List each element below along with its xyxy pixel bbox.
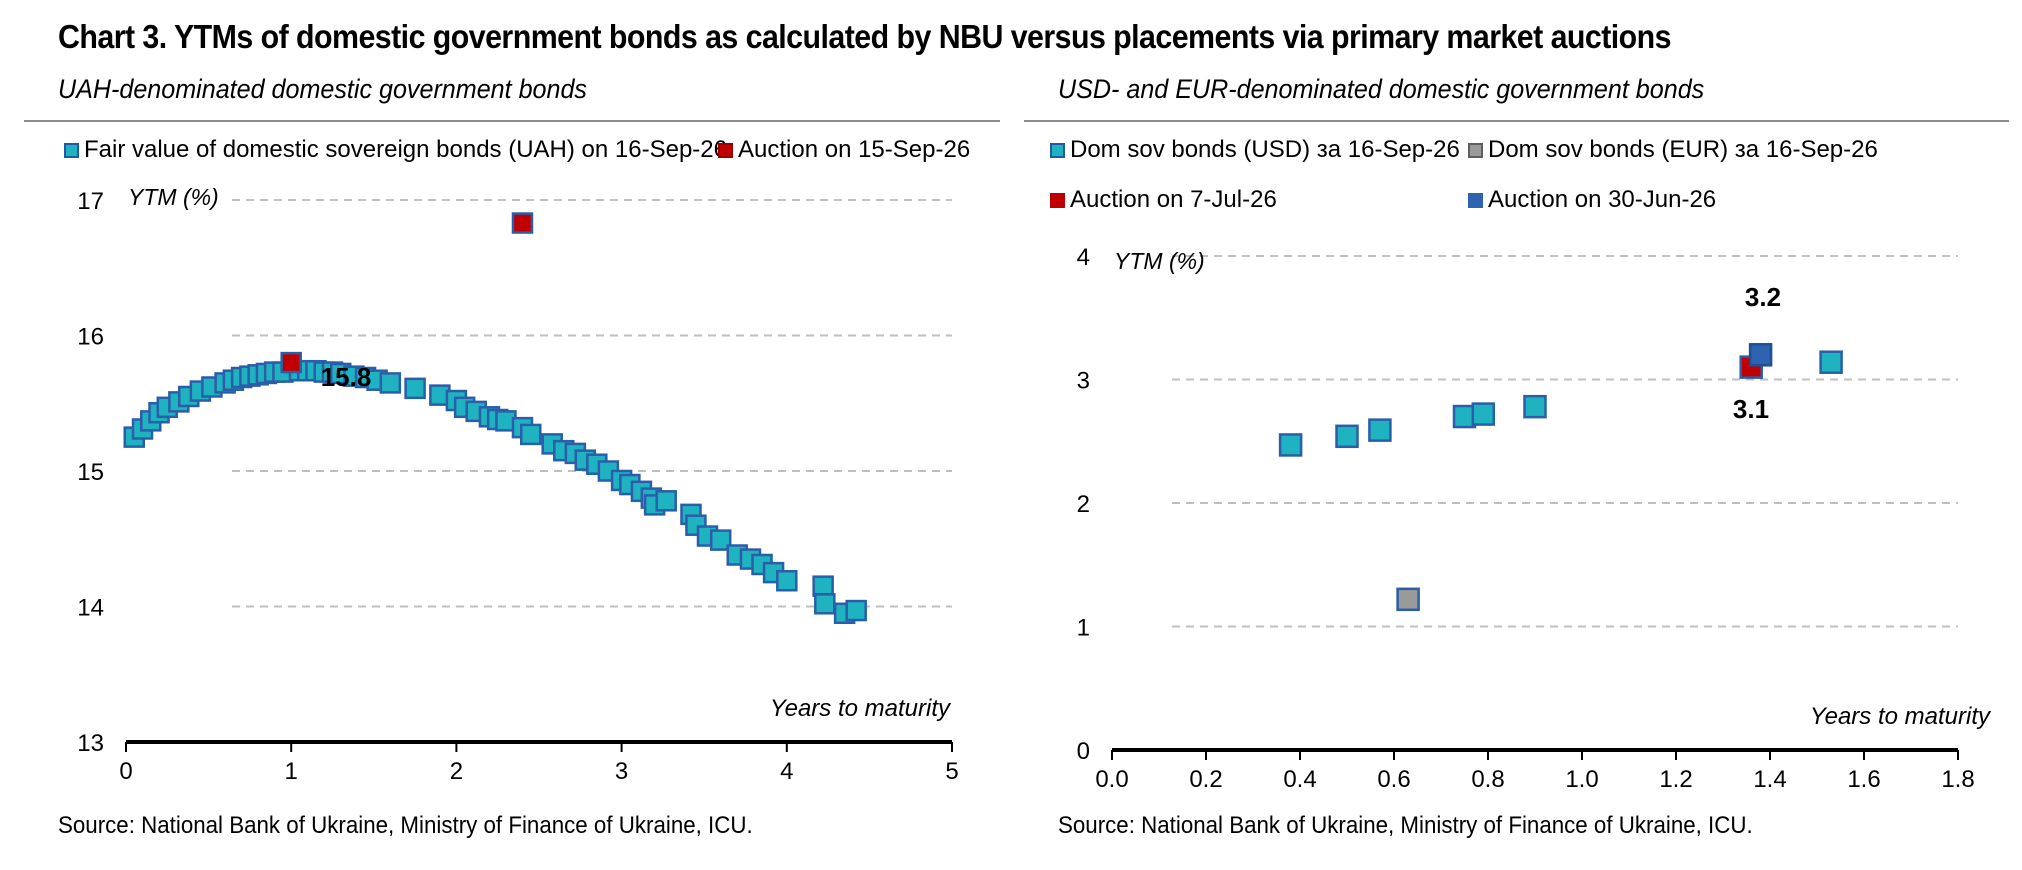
left-series-0-point bbox=[845, 599, 867, 622]
legend-label: Auction on 15-Sep-26 bbox=[738, 136, 971, 163]
right-divider bbox=[1024, 120, 2009, 122]
left-series-0-point bbox=[709, 529, 732, 551]
right-x-tick-label: 0.4 bbox=[1283, 766, 1316, 793]
right-legend-item-usd: Dom sov bonds (USD) за 16-Sep-26 bbox=[1050, 136, 1460, 164]
right-data-label: 3.2 bbox=[1745, 282, 1781, 312]
legend-swatch-blue bbox=[1468, 192, 1483, 208]
left-series-1-point bbox=[511, 212, 534, 234]
right-x-tick-label: 1.6 bbox=[1847, 766, 1880, 793]
left-x-tick-label: 2 bbox=[450, 758, 463, 785]
left-x-tick-label: 1 bbox=[285, 758, 298, 785]
legend-swatch-teal bbox=[64, 142, 79, 158]
left-y-tick-label: 15 bbox=[77, 459, 104, 486]
left-x-tick-label: 0 bbox=[119, 758, 132, 785]
right-series-0-point bbox=[1523, 394, 1547, 419]
left-series-1-point bbox=[280, 351, 302, 374]
left-y-tick-label: 14 bbox=[77, 595, 104, 622]
left-subtitle: UAH-denominated domestic government bond… bbox=[58, 74, 587, 104]
right-series-1-point bbox=[1396, 587, 1420, 612]
right-series-0-point bbox=[1368, 418, 1392, 442]
right-series-0-point bbox=[1278, 433, 1303, 457]
left-series-0-point bbox=[519, 423, 542, 446]
left-y-tick-label: 13 bbox=[77, 730, 104, 757]
left-y-tick-label: 17 bbox=[77, 188, 104, 215]
page-title: Chart 3. YTMs of domestic government bon… bbox=[58, 18, 1672, 55]
left-source-note: Source: National Bank of Ukraine, Minist… bbox=[58, 812, 753, 839]
right-series-0-point bbox=[1335, 424, 1359, 449]
legend-label: Fair value of domestic sovereign bonds (… bbox=[84, 136, 727, 163]
right-x-tick-label: 0.0 bbox=[1095, 766, 1128, 793]
legend-label: Auction on 7-Jul-26 bbox=[1070, 186, 1277, 213]
left-y-tick-label: 16 bbox=[77, 324, 104, 351]
left-x-tick-label: 5 bbox=[945, 758, 958, 785]
legend-swatch-gray bbox=[1468, 142, 1483, 158]
right-legend-item-auction-jun: Auction on 30-Jun-26 bbox=[1468, 186, 1716, 214]
left-series-0-point bbox=[404, 377, 426, 400]
right-y-tick-label: 2 bbox=[1077, 491, 1090, 518]
right-x-tick-label: 0.8 bbox=[1471, 766, 1504, 793]
left-series-0-point bbox=[812, 575, 834, 597]
right-legend-item-eur: Dom sov bonds (EUR) за 16-Sep-26 bbox=[1468, 136, 1878, 164]
right-x-tick-label: 1.2 bbox=[1659, 766, 1692, 793]
right-x-axis-label: Years to maturity bbox=[1810, 703, 1992, 730]
left-x-axis-label: Years to maturity bbox=[770, 695, 952, 722]
right-x-tick-label: 1.0 bbox=[1565, 766, 1598, 793]
right-y-tick-label: 3 bbox=[1077, 368, 1090, 395]
legend-swatch-teal bbox=[1050, 142, 1065, 158]
right-y-axis-label: YTM (%) bbox=[1114, 248, 1205, 274]
left-series-0-point bbox=[655, 490, 677, 512]
left-y-axis-label: YTM (%) bbox=[128, 184, 219, 210]
right-chart-plot: 0 1 2 3 4 0.0 0.2 0.4 0.6 0.8 1.0 1.2 1.4 1.6 1.8 YTM (… bbox=[1077, 244, 1992, 793]
right-series-0-point bbox=[1471, 402, 1496, 426]
right-y-tick-label: 0 bbox=[1077, 738, 1090, 765]
right-series-0-point bbox=[1819, 350, 1843, 374]
right-source-note: Source: National Bank of Ukraine, Minist… bbox=[1058, 812, 1753, 839]
left-series-0-point bbox=[814, 593, 836, 615]
left-x-tick-label: 4 bbox=[780, 758, 793, 785]
right-y-tick-label: 4 bbox=[1077, 244, 1090, 271]
right-legend-item-auction-jul: Auction on 7-Jul-26 bbox=[1050, 186, 1277, 214]
legend-label: Dom sov bonds (USD) за 16-Sep-26 bbox=[1070, 136, 1460, 163]
right-x-tick-label: 0.2 bbox=[1189, 766, 1222, 793]
legend-swatch-red bbox=[718, 142, 733, 158]
left-legend-item-fair-value: Fair value of domestic sovereign bonds (… bbox=[64, 136, 727, 164]
right-x-tick-label: 1.8 bbox=[1941, 766, 1974, 793]
right-series-3-point bbox=[1748, 343, 1773, 367]
right-subtitle: USD- and EUR-denominated domestic govern… bbox=[1058, 74, 1705, 104]
legend-label: Dom sov bonds (EUR) за 16-Sep-26 bbox=[1488, 136, 1878, 163]
left-legend-item-auction: Auction on 15-Sep-26 bbox=[718, 136, 970, 164]
legend-label: Auction on 30-Jun-26 bbox=[1488, 186, 1717, 213]
left-series-0-point bbox=[379, 372, 402, 394]
right-x-tick-label: 0.6 bbox=[1377, 766, 1410, 793]
left-divider bbox=[24, 120, 1000, 122]
left-x-tick-label: 3 bbox=[615, 758, 628, 785]
left-chart-plot: 13 14 15 16 17 0 1 2 3 4 5 YTM (%) Years to maturity… bbox=[77, 184, 958, 785]
left-data-label: 15.8 bbox=[321, 362, 372, 392]
right-data-label: 3.1 bbox=[1733, 394, 1769, 424]
legend-swatch-red bbox=[1050, 192, 1065, 208]
right-x-tick-label: 1.4 bbox=[1753, 766, 1786, 793]
right-y-tick-label: 1 bbox=[1077, 615, 1090, 642]
left-series-0-point bbox=[776, 570, 798, 592]
